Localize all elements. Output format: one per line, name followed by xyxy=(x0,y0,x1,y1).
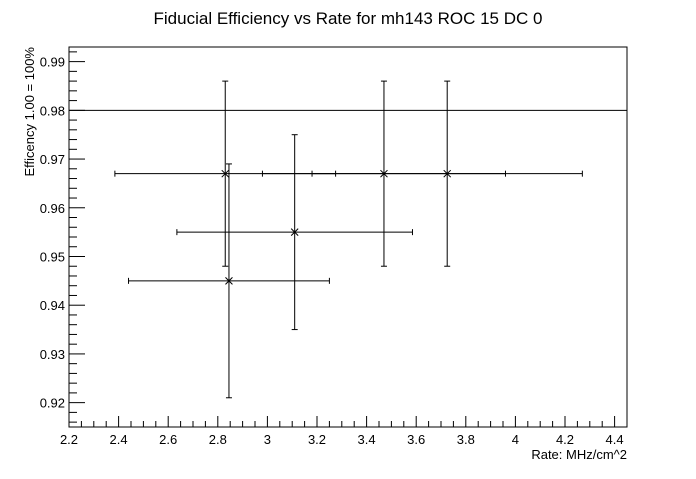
x-axis-label: Rate: MHz/cm^2 xyxy=(531,447,627,462)
plot-frame xyxy=(68,46,628,428)
chart-title: Fiducial Efficiency vs Rate for mh143 RO… xyxy=(154,9,543,28)
data-point xyxy=(176,134,413,331)
axis-ticks-layer: 2.2 2.4 2.6 2.8 3 3.2 3.4 3.6 3.8 4 4.2 4.4 0.92 0.93… xyxy=(40,51,628,447)
x-tick-label: 4.4 xyxy=(606,432,624,447)
data-point xyxy=(311,80,583,267)
y-tick-label: 0.99 xyxy=(40,55,65,70)
x-tick-label: 3 xyxy=(264,432,271,447)
x-tick-label: 2.4 xyxy=(110,432,128,447)
x-tick-label: 3.6 xyxy=(407,432,425,447)
x-tick-label: 4.2 xyxy=(556,432,574,447)
x-tick-label: 3.8 xyxy=(457,432,475,447)
point-marker xyxy=(225,276,233,285)
y-axis-label: Efficency 1.00 = 100% xyxy=(22,47,37,177)
y-tick-label: 0.98 xyxy=(40,103,65,118)
point-marker xyxy=(290,228,299,236)
x-tick-label: 2.2 xyxy=(60,432,78,447)
y-tick-label: 0.95 xyxy=(40,249,65,264)
x-tick-label: 3.4 xyxy=(358,432,376,447)
y-tick-label: 0.94 xyxy=(40,298,65,313)
data-point xyxy=(128,163,330,399)
x-tick-label: 2.6 xyxy=(159,432,177,447)
y-tick-label: 0.97 xyxy=(40,152,65,167)
point-marker xyxy=(443,169,452,178)
x-tick-label: 3.2 xyxy=(308,432,326,447)
x-tick-label: 4 xyxy=(512,432,519,447)
x-tick-label: 2.8 xyxy=(209,432,227,447)
y-tick-label: 0.92 xyxy=(40,396,65,411)
data-points-layer xyxy=(114,80,583,399)
y-tick-label: 0.96 xyxy=(40,201,65,216)
point-marker xyxy=(221,169,230,178)
y-tick-label: 0.93 xyxy=(40,347,65,362)
